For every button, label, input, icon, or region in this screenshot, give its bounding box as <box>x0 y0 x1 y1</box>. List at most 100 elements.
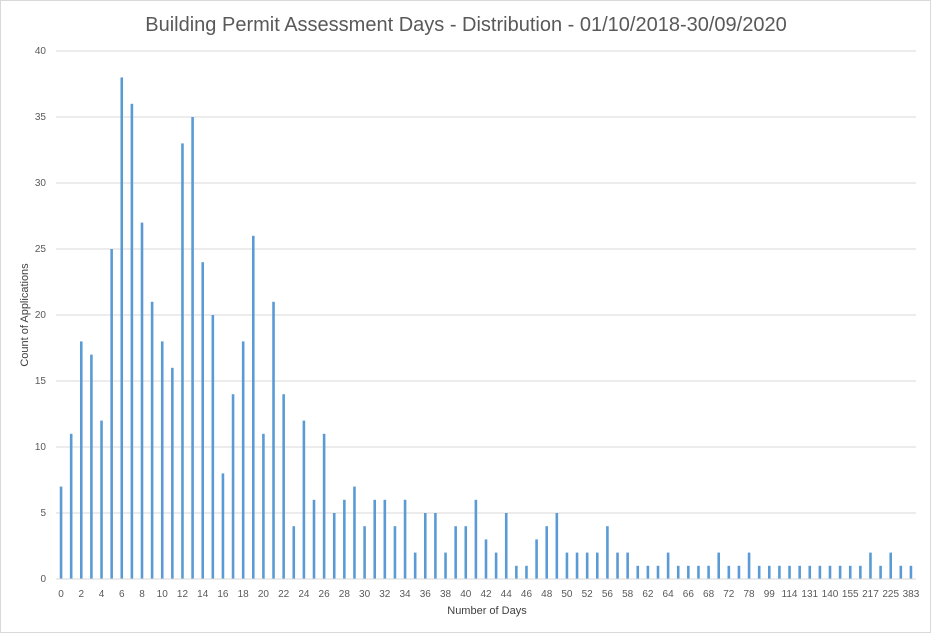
bar <box>231 394 235 579</box>
x-tick-label: 68 <box>703 589 715 600</box>
bar <box>191 117 194 579</box>
bar <box>332 513 336 579</box>
bar <box>727 565 731 579</box>
x-tick-label: 34 <box>399 589 411 600</box>
bar <box>383 499 387 579</box>
bar <box>434 513 437 579</box>
bar <box>353 486 356 579</box>
x-tick-label: 14 <box>197 589 209 600</box>
bar <box>838 565 842 579</box>
x-tick-label: 140 <box>822 589 839 600</box>
bar <box>778 565 781 579</box>
bar <box>251 235 255 580</box>
bar <box>444 552 447 579</box>
bar <box>120 77 124 580</box>
y-tick-label: 25 <box>35 244 47 255</box>
bar <box>535 539 538 579</box>
bar <box>565 552 569 579</box>
bar <box>282 394 285 579</box>
x-tick-label: 10 <box>157 589 169 600</box>
bar <box>616 552 619 579</box>
bar <box>646 565 650 579</box>
bar <box>312 499 316 579</box>
y-tick-label: 5 <box>40 508 46 519</box>
y-tick-label: 35 <box>35 112 47 123</box>
bar <box>464 526 468 579</box>
x-tick-label: 0 <box>58 589 64 600</box>
x-tick-label: 44 <box>501 589 513 600</box>
y-tick-label: 40 <box>35 46 47 57</box>
bar <box>525 565 528 579</box>
bar <box>869 552 872 579</box>
x-tick-label: 50 <box>561 589 573 600</box>
bar <box>211 315 215 579</box>
x-tick-label: 6 <box>119 589 125 600</box>
x-tick-label: 26 <box>319 589 331 600</box>
y-axis-title: Count of Applications <box>19 263 31 367</box>
bar <box>595 552 599 579</box>
bar <box>343 499 346 579</box>
bar <box>555 513 559 579</box>
bar <box>606 526 609 579</box>
bar <box>909 565 913 579</box>
x-axis-ticks: 0 2 4 6 8 10 12 14 16 18 20 22 24 26 28 30 32 34 36 38 40 42 4… <box>58 589 919 600</box>
x-tick-label: 52 <box>582 589 594 600</box>
bars <box>59 77 913 580</box>
x-tick-label: 28 <box>339 589 351 600</box>
bar <box>494 552 498 579</box>
x-tick-label: 42 <box>480 589 492 600</box>
x-tick-label: 20 <box>258 589 270 600</box>
bar <box>454 526 457 579</box>
bar <box>889 552 893 579</box>
x-tick-label: 78 <box>743 589 755 600</box>
bar <box>130 103 134 580</box>
bar <box>717 552 721 579</box>
bar <box>737 565 741 579</box>
x-tick-label: 8 <box>139 589 145 600</box>
bar <box>757 565 761 579</box>
x-tick-label: 36 <box>420 589 432 600</box>
y-tick-label: 30 <box>35 178 47 189</box>
x-axis-title: Number of Days <box>447 605 527 617</box>
bar <box>697 565 700 579</box>
x-tick-label: 40 <box>460 589 472 600</box>
x-tick-label: 46 <box>521 589 533 600</box>
x-tick-label: 217 <box>862 589 879 600</box>
bar <box>262 433 265 579</box>
x-tick-label: 99 <box>764 589 776 600</box>
chart-title: Building Permit Assessment Days - Distri… <box>145 14 786 36</box>
gridlines <box>56 50 916 514</box>
bar <box>272 301 275 579</box>
x-tick-label: 18 <box>238 589 250 600</box>
bar <box>110 249 113 579</box>
bar <box>474 499 478 579</box>
bar <box>69 433 73 579</box>
y-tick-label: 20 <box>35 310 47 321</box>
bar <box>100 420 103 579</box>
x-tick-label: 225 <box>882 589 899 600</box>
x-tick-label: 72 <box>723 589 735 600</box>
x-tick-label: 30 <box>359 589 371 600</box>
bar <box>656 565 660 579</box>
bar <box>808 565 812 579</box>
x-tick-label: 32 <box>379 589 391 600</box>
bar <box>626 552 629 579</box>
bar <box>90 354 93 579</box>
bar <box>687 565 690 579</box>
x-tick-label: 383 <box>903 589 920 600</box>
bar <box>171 367 174 579</box>
bar <box>150 301 154 579</box>
bar <box>879 565 882 579</box>
bar <box>504 513 508 579</box>
bar <box>545 526 549 579</box>
bar <box>181 143 184 579</box>
bar <box>828 565 832 579</box>
bar <box>423 513 427 579</box>
x-tick-label: 155 <box>842 589 859 600</box>
bar <box>201 262 205 579</box>
bar <box>818 565 822 579</box>
bar <box>788 565 791 579</box>
bar <box>575 552 579 579</box>
bar <box>393 526 397 579</box>
